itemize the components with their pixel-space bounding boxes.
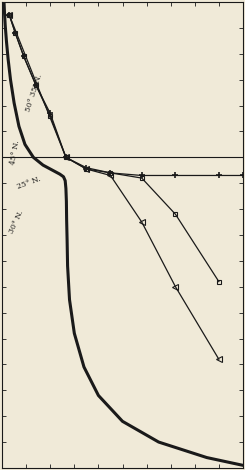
Text: 25° N.: 25° N. — [16, 175, 41, 191]
Text: 50° 35' N.: 50° 35' N. — [25, 73, 44, 112]
Text: 45° N.: 45° N. — [9, 140, 21, 165]
Text: 30° N.: 30° N. — [8, 209, 25, 235]
